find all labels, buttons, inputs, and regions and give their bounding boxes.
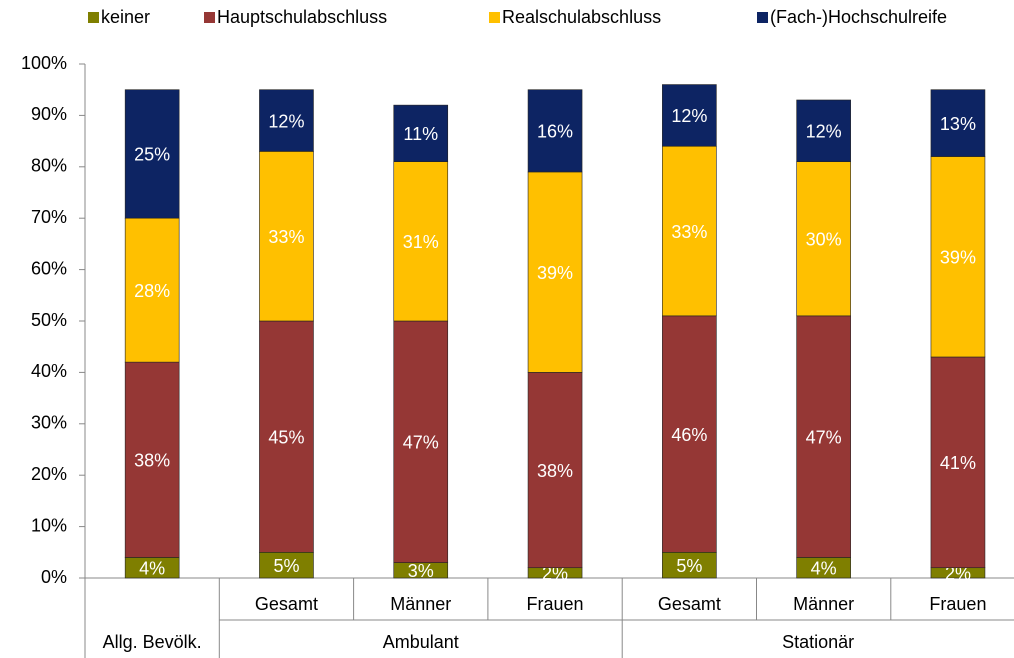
data-label: 2% [945, 564, 971, 584]
data-label: 47% [806, 427, 842, 447]
data-label: 5% [676, 556, 702, 576]
y-tick-label: 70% [31, 207, 67, 227]
bar-segment [124, 361, 180, 558]
x-tick-label: Gesamt [658, 594, 721, 614]
legend-swatch [204, 12, 215, 23]
data-label: 12% [806, 122, 842, 142]
data-label: 33% [671, 222, 707, 242]
bar-segment [527, 171, 583, 373]
group-label: Stationär [782, 632, 854, 652]
bar-segment [796, 315, 851, 558]
bar-segment [930, 156, 986, 358]
bar-segment [259, 151, 314, 322]
bar-segment [662, 145, 717, 317]
data-label: 47% [403, 433, 439, 453]
bar-segment [796, 99, 851, 162]
x-tick-label: Gesamt [255, 594, 318, 614]
y-tick-label: 40% [31, 361, 67, 381]
legend-swatch [88, 12, 99, 23]
legend-label: keiner [101, 7, 150, 27]
data-label: 30% [806, 230, 842, 250]
data-label: 25% [134, 145, 170, 165]
data-label: 4% [811, 558, 837, 578]
data-label: 12% [268, 111, 304, 131]
bar-segment [930, 89, 986, 157]
data-label: 13% [940, 114, 976, 134]
data-label: 12% [671, 106, 707, 126]
bar-segment [124, 89, 180, 219]
data-label: 33% [268, 227, 304, 247]
bar-segment [393, 320, 449, 563]
data-label: 4% [139, 558, 165, 578]
x-tick-label: Männer [390, 594, 451, 614]
data-label: 16% [537, 122, 573, 142]
y-tick-label: 60% [31, 258, 67, 278]
bar-segment [662, 551, 717, 579]
bar-segment [259, 320, 314, 553]
data-label: 39% [940, 248, 976, 268]
data-label: 31% [403, 232, 439, 252]
data-label: 3% [408, 561, 434, 581]
y-tick-label: 90% [31, 104, 67, 124]
data-label: 5% [273, 556, 299, 576]
group-label: Ambulant [383, 632, 459, 652]
bar-segment [259, 89, 314, 152]
y-tick-label: 10% [31, 515, 67, 535]
data-label: 11% [403, 124, 438, 144]
y-tick-label: 20% [31, 464, 67, 484]
y-tick-label: 0% [41, 567, 67, 587]
bar-segment [527, 372, 583, 569]
y-tick-label: 80% [31, 156, 67, 176]
legend-swatch [489, 12, 500, 23]
y-tick-label: 100% [21, 53, 67, 73]
bar-segment [662, 84, 717, 147]
bar-segment [796, 161, 851, 317]
x-tick-label: Frauen [527, 594, 584, 614]
data-label: 28% [134, 281, 170, 301]
x-tick-label: Frauen [929, 594, 986, 614]
group-label: Allg. Bevölk. [103, 632, 202, 652]
legend-label: Realschulabschluss [502, 7, 661, 27]
y-tick-label: 50% [31, 310, 67, 330]
legend-label: (Fach-)Hochschulreife [770, 7, 947, 27]
data-label: 39% [537, 263, 573, 283]
data-label: 41% [940, 453, 976, 473]
bar-segment [259, 551, 314, 579]
y-tick-label: 30% [31, 413, 67, 433]
x-tick-label: Männer [793, 594, 854, 614]
data-label: 2% [542, 564, 568, 584]
legend-swatch [757, 12, 768, 23]
data-label: 46% [671, 425, 707, 445]
data-label: 38% [537, 461, 573, 481]
bar-segment [393, 104, 449, 162]
bar-segment [527, 89, 583, 173]
data-label: 45% [268, 427, 304, 447]
bar-segment [124, 217, 180, 363]
bar-segment [930, 356, 986, 569]
data-label: 38% [134, 451, 170, 471]
bar-segment [662, 315, 717, 553]
bar-segment [393, 161, 449, 322]
legend-label: Hauptschulabschluss [217, 7, 387, 27]
